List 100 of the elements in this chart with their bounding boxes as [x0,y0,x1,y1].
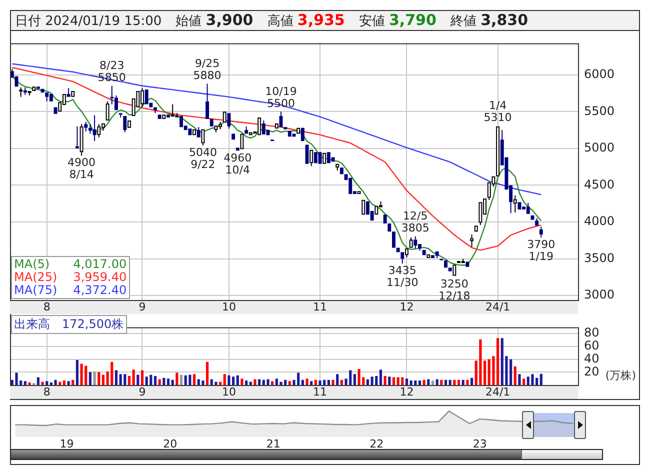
x-tick-label: 24/1 [485,385,510,398]
bar [197,379,200,385]
bar [427,379,430,385]
bar [88,372,92,385]
y-tick-label: 3000 [584,288,615,302]
bar [206,362,209,385]
bar [448,380,452,385]
bar [245,380,248,385]
text: MA(75) [14,283,58,297]
bar [162,378,166,385]
bar [140,370,144,385]
bar [136,374,140,385]
x-tick-label: 11 [313,300,328,314]
x-tick-label: 21 [266,437,280,450]
bar [410,380,412,385]
bar [249,382,252,385]
bar [457,380,460,385]
bar [180,374,183,385]
bar [150,374,152,385]
x-tick-label: 11 [313,385,328,398]
bar [353,374,356,385]
x-tick-label: 22 [370,437,384,450]
text: 3790 1/19 [527,238,556,263]
chart-title: 日付 2024/01/19 15:00 [15,14,162,29]
bar [540,374,542,385]
bar [232,376,235,385]
bar [240,378,244,385]
x-tick-label: 8 [43,385,50,398]
x-tick-label: 19 [60,437,74,450]
bar [266,379,270,385]
bar [102,374,105,385]
bar [462,380,464,385]
bar [306,378,308,385]
bar [340,380,343,385]
bar [188,374,192,385]
bar [531,374,534,385]
text: 9/25 5880 [193,57,222,82]
bar [401,377,404,385]
annotation: 4,017.00 [73,257,127,271]
bar [396,377,400,385]
text: 5040 9/22 [188,146,217,171]
bar [418,380,422,385]
y-tick-label: 4500 [584,177,615,192]
bar [314,380,317,385]
text: 3250 12/18 [438,278,470,303]
text: 12/5 3805 [401,210,430,235]
y-tick-label: 3500 [584,250,615,265]
bar [522,378,526,385]
bar [202,380,204,385]
bar [254,379,256,385]
bar [332,380,334,385]
bar [236,375,239,385]
y-axis-title: (万株) [605,368,636,383]
bar [184,375,187,385]
bar [405,378,408,385]
bar [327,380,330,385]
bar [192,374,196,385]
bar [171,380,174,385]
bar [436,379,438,385]
bar [358,368,360,385]
x-tick-label: 12 [400,300,414,314]
annotation: 3,959.40 [73,270,127,284]
bar [72,380,74,385]
annotation: 4,372.40 [73,283,127,297]
y-tick-label: 5500 [584,104,615,118]
text: 4960 10/4 [224,152,252,177]
bar [223,374,226,385]
bar [154,376,157,385]
x-tick-label: 10 [222,385,236,398]
bar [258,379,261,385]
text: 始値 3,900 [176,11,254,29]
text: 高値 3,935 [267,11,345,29]
bar [518,374,521,385]
bar [470,378,474,385]
bar [466,380,469,385]
bar [28,382,31,385]
bar [15,372,18,385]
text: 終値 3,830 [450,11,528,29]
text: 1/4 5310 [484,98,512,124]
bar [158,379,161,385]
bar [214,382,218,385]
bar [67,381,70,385]
text: 4900 8/14 [68,156,96,182]
x-tick-label: 24/1 [485,300,510,314]
x-tick-label: 9 [138,385,146,398]
bar [479,339,482,385]
bar [76,360,79,385]
bar [128,376,131,385]
bar [271,381,274,385]
chart-title: 出来高 172,500株 [11,315,127,334]
bar [114,370,118,385]
bar [370,376,374,385]
bar [431,380,434,385]
bar [119,374,122,385]
bar [218,382,222,385]
bar [98,372,100,385]
y-tick-label: 4000 [584,214,615,228]
y-tick-label: 40 [584,351,600,366]
bar [132,370,135,385]
bar [124,374,126,385]
